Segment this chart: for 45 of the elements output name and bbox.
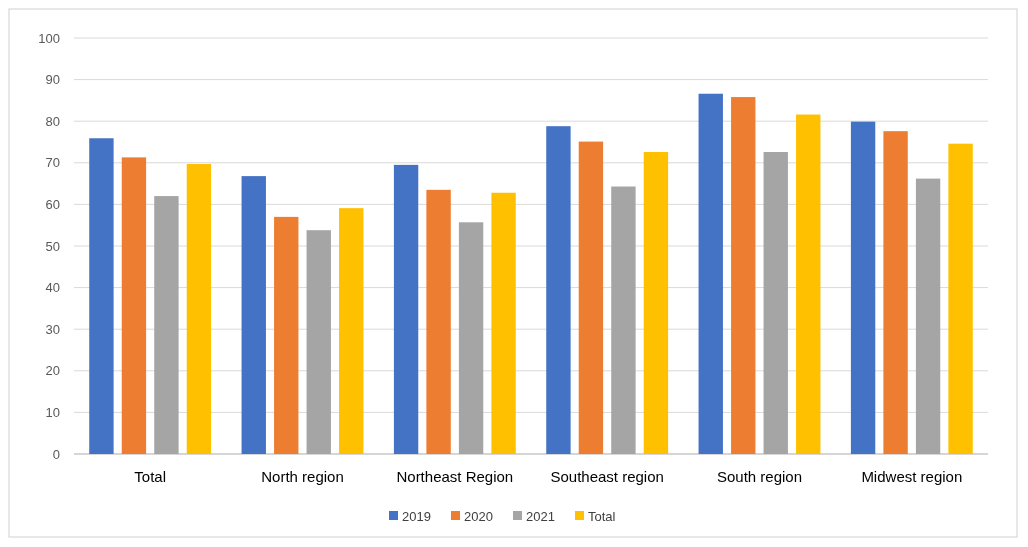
x-tick-label: Midwest region — [861, 468, 963, 485]
y-tick-label: 100 — [38, 30, 60, 46]
y-tick-label: 0 — [52, 446, 60, 462]
legend-label: 2020 — [464, 508, 493, 524]
y-tick-label: 30 — [45, 321, 60, 337]
y-tick-label: 20 — [45, 363, 60, 379]
bar — [611, 186, 636, 454]
bar — [948, 143, 973, 454]
bar — [393, 164, 419, 454]
bar — [186, 164, 212, 454]
bar — [458, 222, 484, 454]
y-tick-label: 90 — [45, 72, 60, 88]
legend-label: 2021 — [526, 508, 555, 524]
bar — [339, 208, 364, 454]
bar — [426, 189, 451, 454]
y-tick-label: 10 — [45, 404, 60, 420]
bar — [796, 114, 821, 454]
bar — [883, 131, 908, 454]
y-tick-label: 40 — [45, 280, 60, 296]
y-tick-label: 60 — [45, 196, 60, 212]
bar — [306, 230, 331, 454]
bar — [643, 151, 669, 454]
x-tick-label: Total — [134, 468, 167, 485]
bar — [915, 178, 941, 454]
bar — [546, 126, 571, 454]
y-tick-label: 70 — [45, 155, 60, 171]
legend-label: Total — [588, 508, 616, 524]
y-tick-label: 50 — [45, 238, 60, 254]
bar — [121, 157, 147, 454]
x-tick-label: Northeast Region — [396, 468, 514, 485]
bar — [578, 141, 604, 454]
bar — [154, 196, 179, 454]
bar — [89, 138, 114, 454]
bar — [274, 216, 299, 454]
bar — [698, 93, 723, 454]
x-tick-label: North region — [261, 468, 344, 485]
bar — [241, 176, 266, 454]
x-tick-label: Southeast region — [550, 468, 664, 485]
bar — [850, 121, 876, 454]
bar — [491, 192, 516, 454]
bar — [763, 151, 788, 454]
legend-label: 2019 — [402, 508, 431, 524]
x-tick-label: South region — [716, 468, 803, 485]
bar — [731, 97, 756, 454]
y-tick-label: 80 — [45, 113, 60, 129]
